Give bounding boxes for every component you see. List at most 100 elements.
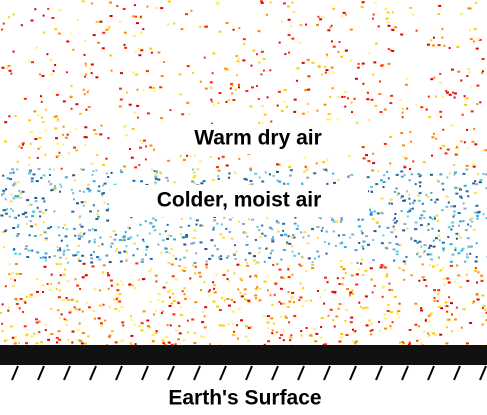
speckle <box>266 217 269 220</box>
speckle <box>263 113 267 116</box>
speckle <box>404 199 406 202</box>
speckle <box>19 192 23 195</box>
speckle <box>358 301 361 304</box>
speckle <box>204 87 208 90</box>
speckle <box>220 223 223 226</box>
speckle <box>389 49 392 51</box>
speckle <box>325 230 328 233</box>
speckle <box>400 195 404 198</box>
speckle <box>245 261 248 264</box>
speckle <box>275 220 278 223</box>
speckle <box>464 260 467 263</box>
speckle <box>185 235 188 238</box>
speckle <box>76 300 79 303</box>
speckle <box>426 224 429 227</box>
speckle <box>332 220 336 223</box>
speckle <box>166 223 169 226</box>
speckle <box>392 218 395 221</box>
speckle <box>43 230 45 233</box>
speckle <box>85 108 88 111</box>
speckle <box>66 248 70 251</box>
speckle <box>69 131 72 134</box>
speckle <box>211 254 214 257</box>
speckle <box>409 202 412 205</box>
speckle <box>393 259 396 262</box>
speckle <box>235 250 238 253</box>
speckle <box>467 223 470 226</box>
speckle <box>142 238 145 241</box>
speckle <box>113 183 117 186</box>
speckle <box>379 111 383 113</box>
speckle <box>221 324 225 327</box>
speckle <box>245 325 249 328</box>
speckle <box>453 318 457 321</box>
speckle <box>139 223 142 226</box>
speckle <box>219 343 222 346</box>
speckle <box>276 263 279 266</box>
speckle <box>140 329 144 332</box>
speckle <box>160 75 164 78</box>
speckle <box>396 220 398 223</box>
speckle <box>162 342 166 345</box>
speckle <box>1 322 4 325</box>
speckle <box>403 223 407 226</box>
ground-hatching <box>11 365 487 381</box>
speckle <box>54 127 58 130</box>
speckle <box>449 264 453 267</box>
speckle <box>240 319 243 322</box>
speckle <box>123 125 127 127</box>
speckle <box>238 86 240 89</box>
speckle <box>36 156 39 159</box>
speckle <box>388 288 391 291</box>
speckle <box>80 168 83 171</box>
speckle <box>485 319 487 322</box>
speckle <box>38 137 42 139</box>
speckle <box>34 197 38 199</box>
speckle <box>335 220 339 223</box>
speckle <box>300 334 303 337</box>
speckle <box>278 41 281 44</box>
speckle <box>455 237 458 240</box>
speckle <box>239 264 242 267</box>
speckle <box>439 72 442 75</box>
speckle <box>183 287 186 290</box>
speckle <box>333 291 337 294</box>
upper-layer-label: Warm dry air <box>194 127 322 150</box>
speckle <box>229 87 232 90</box>
speckle <box>475 242 478 245</box>
speckle <box>271 240 275 243</box>
speckle <box>288 321 291 324</box>
speckle <box>244 258 247 261</box>
speckle <box>346 288 350 290</box>
speckle <box>365 235 369 238</box>
hatch <box>37 365 45 381</box>
speckle <box>8 16 11 19</box>
speckle <box>55 93 59 96</box>
speckle <box>433 76 436 79</box>
speckle <box>408 197 411 200</box>
speckle <box>351 111 353 114</box>
speckle <box>97 209 100 212</box>
speckle <box>450 330 453 333</box>
speckle <box>218 92 222 94</box>
speckle <box>249 275 252 278</box>
speckle <box>72 174 76 177</box>
speckle <box>257 30 261 33</box>
hatch <box>63 365 71 381</box>
speckle <box>84 62 87 65</box>
speckle <box>416 194 420 197</box>
speckle <box>190 9 193 12</box>
speckle <box>342 234 346 236</box>
speckle <box>461 247 465 250</box>
speckle <box>270 120 273 123</box>
speckle <box>258 61 261 64</box>
speckle <box>211 100 214 103</box>
speckle <box>69 310 72 312</box>
speckle <box>445 89 448 92</box>
speckle <box>62 143 64 146</box>
speckle <box>186 154 189 157</box>
speckle <box>460 250 463 252</box>
speckle <box>18 341 20 344</box>
speckle <box>90 2 93 5</box>
